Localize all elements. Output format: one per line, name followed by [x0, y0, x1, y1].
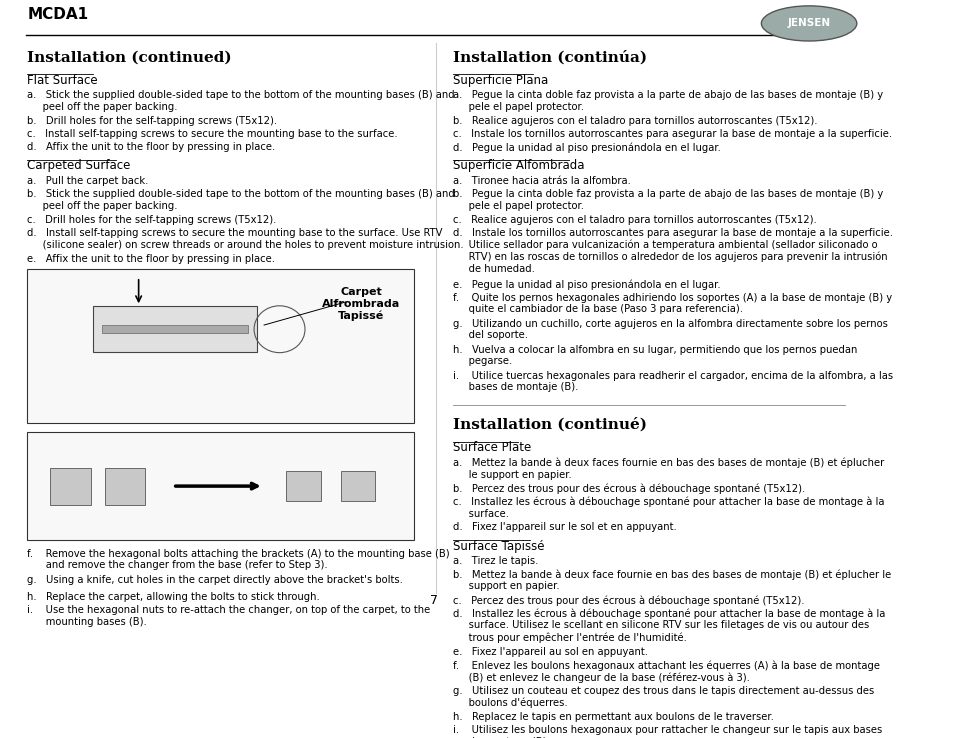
Text: Superficie Alfombrada: Superficie Alfombrada	[453, 159, 583, 173]
Text: b.   Mettez la bande à deux face fournie en bas des bases de montaje (B) et éplu: b. Mettez la bande à deux face fournie e…	[453, 569, 890, 591]
Text: c.   Install self-tapping screws to secure the mounting base to the surface.: c. Install self-tapping screws to secure…	[28, 129, 397, 139]
FancyBboxPatch shape	[28, 432, 414, 540]
FancyBboxPatch shape	[50, 468, 91, 505]
FancyBboxPatch shape	[102, 325, 248, 334]
FancyBboxPatch shape	[340, 471, 375, 501]
Text: i.    Utilisez les boulons hexagonaux pour rattacher le changeur sur le tapis au: i. Utilisez les boulons hexagonaux pour …	[453, 725, 882, 738]
Text: g.   Utilisez un couteau et coupez des trous dans le tapis directement au-dessus: g. Utilisez un couteau et coupez des tro…	[453, 686, 873, 708]
Text: Superficie Plana: Superficie Plana	[453, 74, 547, 86]
Text: a.   Stick the supplied double-sided tape to the bottom of the mounting bases (B: a. Stick the supplied double-sided tape …	[28, 90, 455, 112]
Text: Installation (continued): Installation (continued)	[28, 50, 232, 64]
Text: a.   Pegue la cinta doble faz provista a la parte de abajo de las bases de monta: a. Pegue la cinta doble faz provista a l…	[453, 90, 882, 112]
Text: i.    Use the hexagonal nuts to re-attach the changer, on top of the carpet, to : i. Use the hexagonal nuts to re-attach t…	[28, 605, 430, 627]
Text: d.   Install self-tapping screws to secure the mounting base to the surface. Use: d. Install self-tapping screws to secure…	[28, 228, 463, 249]
Text: c.   Realice agujeros con el taladro para tornillos autorroscantes (T5x12).: c. Realice agujeros con el taladro para …	[453, 215, 816, 225]
Text: e.   Fixez l'appareil au sol en appuyant.: e. Fixez l'appareil au sol en appuyant.	[453, 647, 647, 657]
Text: f.    Quite los pernos hexagonales adhiriendo los soportes (A) a la base de mont: f. Quite los pernos hexagonales adhirien…	[453, 293, 891, 314]
Ellipse shape	[760, 6, 856, 41]
Text: b.   Drill holes for the self-tapping screws (T5x12).: b. Drill holes for the self-tapping scre…	[28, 117, 277, 126]
Text: Carpeted Surface: Carpeted Surface	[28, 159, 131, 173]
Text: Installation (continúa): Installation (continúa)	[453, 50, 646, 64]
Text: g.   Using a knife, cut holes in the carpet directly above the bracket's bolts.: g. Using a knife, cut holes in the carpe…	[28, 575, 403, 584]
FancyBboxPatch shape	[286, 471, 320, 501]
Text: Installation (continué): Installation (continué)	[453, 418, 646, 432]
Text: Surface Tapissé: Surface Tapissé	[453, 539, 543, 553]
Text: d.   Installez les écrous à débouchage spontané pour attacher la base de montage: d. Installez les écrous à débouchage spo…	[453, 608, 884, 643]
FancyBboxPatch shape	[28, 269, 414, 424]
Text: f.    Remove the hexagonal bolts attaching the brackets (A) to the mounting base: f. Remove the hexagonal bolts attaching …	[28, 549, 450, 570]
Text: b.   Pegue la cinta doble faz provista a la parte de abajo de las bases de monta: b. Pegue la cinta doble faz provista a l…	[453, 189, 882, 210]
Text: f.    Enlevez les boulons hexagonaux attachant les équerres (A) à la base de mon: f. Enlevez les boulons hexagonaux attach…	[453, 660, 879, 683]
Text: d.   Instale los tornillos autorroscantes para asegurar la base de montaje a la : d. Instale los tornillos autorroscantes …	[453, 228, 892, 274]
Text: h.   Vuelva a colocar la alfombra en su lugar, permitiendo que los pernos puedan: h. Vuelva a colocar la alfombra en su lu…	[453, 345, 856, 366]
Text: b.   Stick the supplied double-sided tape to the bottom of the mounting bases (B: b. Stick the supplied double-sided tape …	[28, 189, 455, 210]
Text: JENSEN: JENSEN	[787, 18, 830, 29]
FancyBboxPatch shape	[105, 468, 145, 505]
Text: a.   Mettez la bande à deux faces fournie en bas des bases de montaje (B) et épl: a. Mettez la bande à deux faces fournie …	[453, 458, 883, 480]
Text: b.   Percez des trous pour des écrous à débouchage spontané (T5x12).: b. Percez des trous pour des écrous à dé…	[453, 483, 804, 494]
Text: 7: 7	[429, 594, 437, 607]
Text: d.   Pegue la unidad al piso presionándola en el lugar.: d. Pegue la unidad al piso presionándola…	[453, 142, 720, 153]
Text: Carpet
Alfrombrada
Tapissé: Carpet Alfrombrada Tapissé	[321, 287, 399, 321]
Text: g.   Utilizando un cuchillo, corte agujeros en la alfombra directamente sobre lo: g. Utilizando un cuchillo, corte agujero…	[453, 319, 886, 340]
Text: Surface Plate: Surface Plate	[453, 441, 531, 454]
Text: h.   Replacez le tapis en permettant aux boulons de le traverser.: h. Replacez le tapis en permettant aux b…	[453, 712, 773, 722]
Text: c.   Percez des trous pour des écrous à débouchage spontané (T5x12).: c. Percez des trous pour des écrous à dé…	[453, 596, 803, 606]
Text: MCDA1: MCDA1	[28, 7, 89, 21]
Text: c.   Drill holes for the self-tapping screws (T5x12).: c. Drill holes for the self-tapping scre…	[28, 215, 276, 225]
Text: c.   Instale los tornillos autorroscantes para asegurar la base de montaje a la : c. Instale los tornillos autorroscantes …	[453, 129, 891, 139]
Text: h.   Replace the carpet, allowing the bolts to stick through.: h. Replace the carpet, allowing the bolt…	[28, 592, 319, 602]
Text: a.   Pull the carpet back.: a. Pull the carpet back.	[28, 176, 149, 186]
Text: a.   Tironee hacia atrás la alfombra.: a. Tironee hacia atrás la alfombra.	[453, 176, 630, 186]
Text: e.   Pegue la unidad al piso presionándola en el lugar.: e. Pegue la unidad al piso presionándola…	[453, 280, 720, 290]
FancyBboxPatch shape	[93, 306, 256, 352]
Text: a.   Tirez le tapis.: a. Tirez le tapis.	[453, 556, 537, 566]
Text: i.    Utilice tuercas hexagonales para readherir el cargador, encima de la alfom: i. Utilice tuercas hexagonales para read…	[453, 370, 892, 392]
Text: d.   Fixez l'appareil sur le sol et en appuyant.: d. Fixez l'appareil sur le sol et en app…	[453, 523, 676, 533]
Text: d.   Affix the unit to the floor by pressing in place.: d. Affix the unit to the floor by pressi…	[28, 142, 275, 152]
Text: Flat Surface: Flat Surface	[28, 74, 98, 86]
Text: e.   Affix the unit to the floor by pressing in place.: e. Affix the unit to the floor by pressi…	[28, 254, 275, 264]
Text: c.   Installez les écrous à débouchage spontané pour attacher la base de montage: c. Installez les écrous à débouchage spo…	[453, 497, 883, 519]
Text: b.   Realice agujeros con el taladro para tornillos autorroscantes (T5x12).: b. Realice agujeros con el taladro para …	[453, 117, 817, 126]
